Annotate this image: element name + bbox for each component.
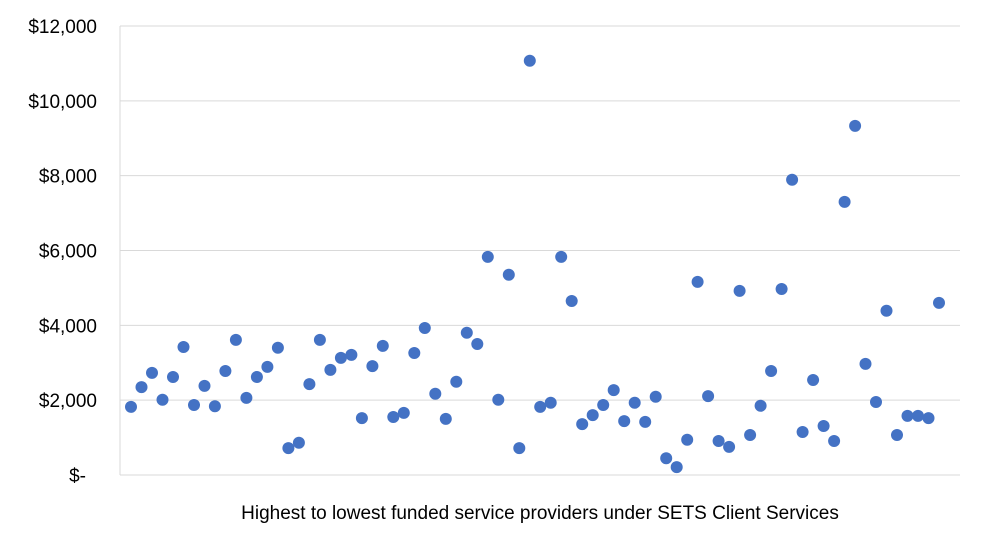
y-tick-label: $6,000 — [39, 242, 97, 263]
data-point — [586, 409, 599, 422]
data-point — [544, 396, 557, 409]
data-point — [555, 250, 568, 263]
data-point — [670, 461, 683, 474]
data-point — [901, 409, 914, 422]
data-point — [334, 351, 347, 364]
y-tick-label: $4,000 — [39, 316, 97, 337]
data-point — [733, 284, 746, 297]
data-point — [859, 357, 872, 370]
data-point — [355, 412, 368, 425]
data-point — [660, 452, 673, 465]
data-point — [229, 333, 242, 346]
data-point — [870, 396, 882, 408]
data-point — [796, 426, 809, 438]
gridlines — [119, 25, 960, 476]
data-point — [712, 435, 725, 447]
x-axis-label: Highest to lowest funded service provide… — [241, 503, 839, 524]
data-point — [880, 304, 893, 317]
data-point — [723, 440, 736, 453]
data-point — [261, 360, 274, 373]
data-point — [439, 412, 452, 425]
y-tick-label: $- — [69, 466, 86, 487]
data-point — [775, 283, 788, 295]
data-point — [366, 360, 379, 373]
data-point — [838, 195, 851, 208]
data-point — [691, 275, 704, 288]
data-point — [754, 399, 767, 412]
data-point — [460, 326, 473, 339]
data-point — [922, 412, 935, 425]
data-point — [198, 379, 211, 392]
data-point — [597, 399, 610, 411]
data-point — [387, 411, 400, 423]
y-tick-label: $8,000 — [39, 167, 97, 188]
data-point — [933, 296, 945, 309]
data-point — [324, 363, 337, 376]
data-point — [345, 348, 358, 361]
data-point — [534, 400, 547, 413]
data-point — [607, 384, 620, 397]
data-point — [208, 400, 221, 413]
data-point — [219, 365, 232, 377]
data-points — [125, 54, 945, 474]
data-point — [502, 268, 515, 281]
data-point — [167, 371, 179, 383]
data-point — [271, 341, 284, 354]
y-tick-label: $2,000 — [39, 391, 97, 412]
y-tick-label: $10,000 — [28, 92, 97, 113]
data-point — [429, 387, 442, 400]
data-point — [397, 406, 410, 419]
data-point — [481, 250, 494, 263]
data-point — [681, 433, 694, 446]
data-point — [408, 347, 421, 359]
data-point — [240, 391, 253, 404]
data-point — [891, 429, 903, 441]
data-point — [639, 415, 652, 428]
data-point — [523, 54, 536, 67]
data-point — [282, 442, 295, 455]
data-point — [450, 375, 463, 388]
data-point — [303, 378, 316, 391]
data-point — [565, 295, 578, 307]
data-point — [649, 390, 662, 403]
data-point — [744, 429, 757, 441]
data-point — [702, 390, 715, 403]
data-point — [628, 396, 641, 409]
data-point — [313, 333, 326, 346]
data-point — [418, 322, 431, 334]
data-point — [250, 371, 263, 383]
data-point — [125, 400, 137, 413]
y-tick-label: $12,000 — [28, 17, 97, 38]
data-point — [912, 409, 924, 422]
data-point — [492, 393, 505, 406]
data-point — [828, 435, 841, 447]
data-point — [177, 341, 190, 353]
data-point — [618, 415, 631, 428]
data-point — [471, 338, 484, 350]
data-point — [376, 339, 389, 352]
data-point — [188, 399, 200, 411]
data-point — [292, 436, 305, 449]
data-point — [765, 365, 778, 377]
data-point — [156, 393, 169, 406]
data-point — [807, 374, 820, 386]
data-point — [146, 366, 158, 379]
data-point — [513, 442, 526, 455]
data-point — [135, 381, 148, 394]
data-point — [786, 173, 799, 186]
data-point — [849, 119, 862, 132]
data-point — [576, 418, 589, 431]
data-point — [817, 420, 830, 432]
y-axis-tick-labels: $- $2,000 $4,000 $6,000 $8,000 $10,000 $12,000 — [28, 17, 97, 487]
